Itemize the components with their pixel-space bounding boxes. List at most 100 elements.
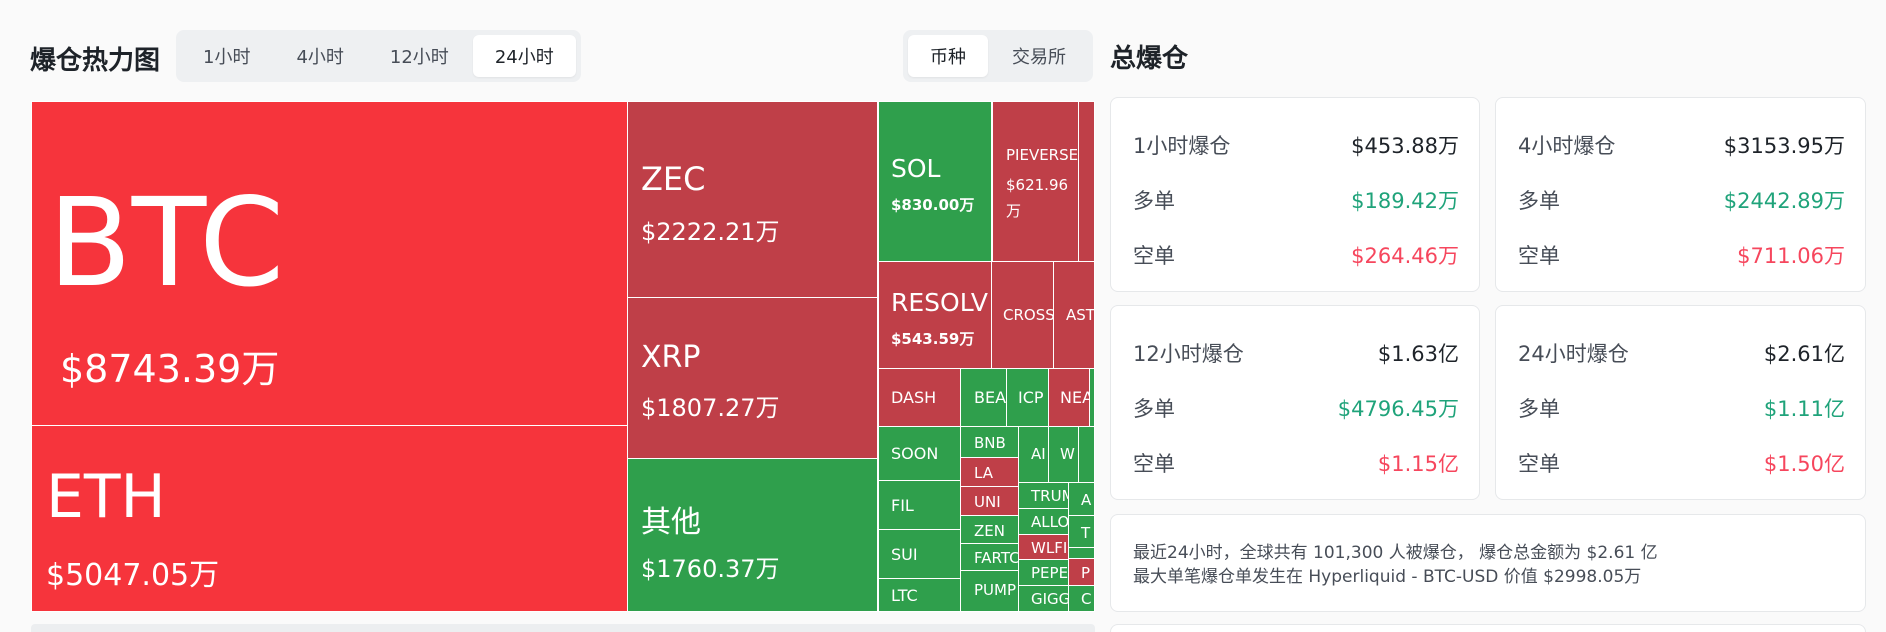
tile-small[interactable] xyxy=(1078,101,1095,262)
tile-symbol: SOON xyxy=(891,444,939,463)
liquidation-summary: 最近24小时，全球共有 101,300 人被爆仓， 爆仓总金额为 $2.61 亿… xyxy=(1110,514,1866,612)
tile-pump[interactable]: PUMP xyxy=(960,570,1019,612)
tab-1h[interactable]: 1小时 xyxy=(203,47,251,68)
group-by-tabs: 币种 交易所 xyxy=(903,30,1093,82)
tile-symbol: WLFI xyxy=(1031,539,1068,557)
long-label: 多单 xyxy=(1133,397,1175,421)
tile-uni[interactable]: UNI xyxy=(960,486,1019,516)
tile-sol[interactable]: SOL $830.00万 xyxy=(878,101,992,262)
tile-icp[interactable]: ICP xyxy=(1006,368,1049,427)
tile-p[interactable]: P xyxy=(1068,558,1095,586)
tile-symbol: NEA xyxy=(1060,388,1090,407)
card-total: $453.88万 xyxy=(1351,134,1459,158)
tab-4h[interactable]: 4小时 xyxy=(296,47,344,68)
tile-symbol: RESOLV xyxy=(891,288,988,317)
card-total: $1.63亿 xyxy=(1377,342,1459,366)
tile-fil[interactable]: FIL xyxy=(878,480,961,530)
short-value: $1.15亿 xyxy=(1377,452,1459,476)
tile-symbol: ZEN xyxy=(974,522,1005,540)
short-value: $711.06万 xyxy=(1737,244,1845,268)
tile-symbol: PIEVERSE xyxy=(1006,146,1079,164)
card-label: 1小时爆仓 xyxy=(1133,134,1231,158)
tile-value: $2222.21万 xyxy=(641,218,780,246)
tile-la[interactable]: LA xyxy=(960,457,1019,487)
tile-bnb[interactable]: BNB xyxy=(960,426,1019,458)
tile-symbol: A xyxy=(1081,491,1092,509)
tile-zen[interactable]: ZEN xyxy=(960,515,1019,544)
tile-pieverse[interactable]: PIEVERSE $621.96万 xyxy=(992,101,1079,262)
total-liquidation-title: 总爆仓 xyxy=(1110,44,1189,74)
tile-symbol: XRP xyxy=(641,340,701,375)
summary-line-2: 最大单笔爆仓单发生在 Hyperliquid - BTC-USD 价值 $299… xyxy=(1133,567,1642,587)
tile-symbol: BTC xyxy=(48,172,285,314)
tile-symbol: AI xyxy=(1031,445,1046,463)
tile-sui[interactable]: SUI xyxy=(878,529,961,579)
tile-symbol: LA xyxy=(974,464,993,482)
tile-xrp[interactable]: XRP $1807.27万 xyxy=(627,297,878,459)
next-card-edge xyxy=(1110,624,1866,632)
long-value: $4796.45万 xyxy=(1337,397,1459,421)
liquidation-treemap: BTC $8743.39万 ETH $5047.05万 ZEC $2222.21… xyxy=(31,101,1095,612)
tile-btc[interactable]: BTC $8743.39万 xyxy=(31,101,628,426)
tile-eth[interactable]: ETH $5047.05万 xyxy=(31,425,628,612)
tile-t[interactable]: T xyxy=(1068,515,1095,548)
tile-symbol: SOL xyxy=(891,154,941,183)
tile-soon[interactable]: SOON xyxy=(878,426,961,481)
tile-value: $621.96万 xyxy=(1006,176,1069,220)
tile-ai[interactable]: AI xyxy=(1018,426,1049,483)
tab-12h[interactable]: 12小时 xyxy=(389,47,449,68)
tile-symbol: FIL xyxy=(891,496,914,515)
card-4h: 4小时爆仓 $3153.95万 多单 $2442.89万 空单 $711.06万 xyxy=(1495,97,1866,292)
tile-value: $830.00万 xyxy=(891,196,975,214)
short-label: 空单 xyxy=(1133,244,1175,268)
tile-symbol: T xyxy=(1081,524,1091,542)
tab-coin[interactable]: 币种 xyxy=(908,35,988,77)
time-range-tabs: 1小时 4小时 12小时 24小时 xyxy=(176,30,581,82)
tile-zec[interactable]: ZEC $2222.21万 xyxy=(627,101,878,298)
tile-cross[interactable]: CROSS xyxy=(991,261,1054,369)
tile-c[interactable]: C xyxy=(1068,585,1095,612)
long-label: 多单 xyxy=(1518,189,1560,213)
tile-symbol: FARTC xyxy=(974,549,1019,567)
heatmap-title: 爆仓热力图 xyxy=(30,46,161,76)
tile-small[interactable] xyxy=(1078,426,1095,483)
tile-symbol: ZEC xyxy=(641,160,706,198)
tile-symbol: TRUM xyxy=(1031,487,1075,505)
tile-symbol: W xyxy=(1060,445,1075,463)
card-12h: 12小时爆仓 $1.63亿 多单 $4796.45万 空单 $1.15亿 xyxy=(1110,305,1480,500)
next-panel-edge xyxy=(31,624,1095,632)
short-label: 空单 xyxy=(1133,452,1175,476)
tile-small[interactable] xyxy=(1089,368,1095,427)
tile-symbol: 其他 xyxy=(641,505,701,540)
tile-ast[interactable]: AST xyxy=(1053,261,1095,369)
tile-symbol: ICP xyxy=(1018,388,1044,407)
tile-ltc[interactable]: LTC xyxy=(878,578,961,612)
tile-a[interactable]: A xyxy=(1068,482,1095,516)
tile-value: $1760.37万 xyxy=(641,555,780,583)
card-total: $3153.95万 xyxy=(1723,134,1845,158)
tile-fartc[interactable]: FARTC xyxy=(960,543,1019,571)
tile-resolv[interactable]: RESOLV $543.59万 xyxy=(878,261,992,369)
tile-symbol: LTC xyxy=(891,586,918,605)
tile-dash[interactable]: DASH xyxy=(878,368,961,427)
long-value: $189.42万 xyxy=(1351,189,1459,213)
tile-symbol: PEPE xyxy=(1031,564,1069,582)
tile-symbol: CROSS xyxy=(1003,306,1054,324)
long-label: 多单 xyxy=(1133,189,1175,213)
tile-symbol: ETH xyxy=(46,462,166,532)
tile-symbol: PUMP xyxy=(974,581,1017,599)
tile-value: $543.59万 xyxy=(891,330,975,348)
tile-w[interactable]: W xyxy=(1048,426,1079,483)
short-label: 空单 xyxy=(1518,244,1560,268)
tile-others[interactable]: 其他 $1760.37万 xyxy=(627,458,878,612)
tile-symbol: SUI xyxy=(891,545,918,564)
long-value: $1.11亿 xyxy=(1763,397,1845,421)
tile-value: $1807.27万 xyxy=(641,394,780,422)
tile-symbol: ALLO xyxy=(1031,513,1070,531)
tab-exchange[interactable]: 交易所 xyxy=(1012,47,1066,68)
short-value: $1.50亿 xyxy=(1763,452,1845,476)
card-total: $2.61亿 xyxy=(1763,342,1845,366)
tile-bea[interactable]: BEA xyxy=(960,368,1007,427)
tab-24h[interactable]: 24小时 xyxy=(472,35,576,77)
tile-nea[interactable]: NEA xyxy=(1048,368,1090,427)
